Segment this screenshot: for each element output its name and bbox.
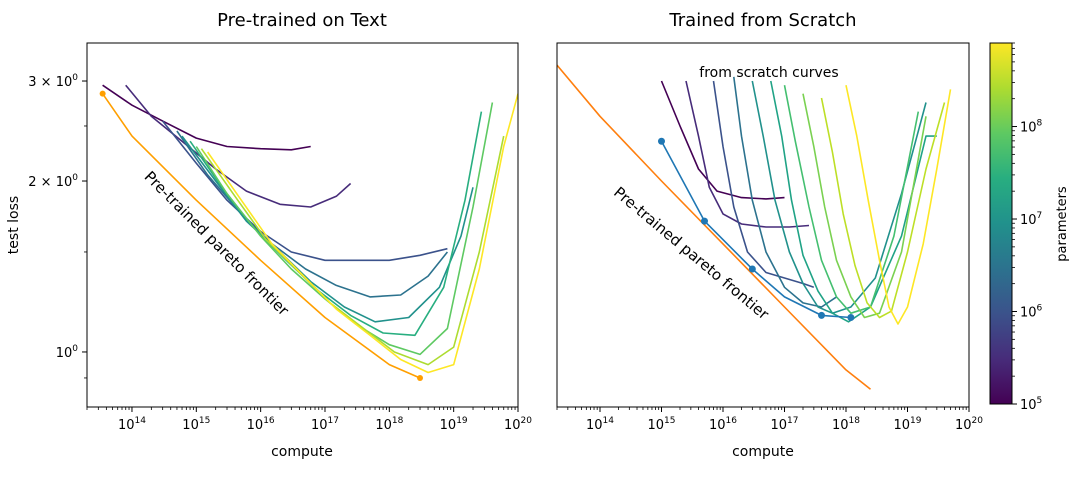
colorbar-label: parameters — [1055, 186, 1070, 262]
left-series-line-7 — [200, 135, 505, 366]
right-scratch-frontier-point-0 — [657, 137, 665, 145]
left-x-ticks: 1014 1015 1016 1017 1018 1019 1020 — [86, 407, 532, 433]
right-series-line-4 — [751, 80, 927, 314]
right-x-tick-label-4: 1018 — [832, 416, 860, 433]
colorbar-gradient — [990, 43, 1012, 404]
right-pareto-frontier-line — [557, 64, 871, 390]
right-series-line-0 — [660, 80, 785, 200]
right-series-line-8 — [820, 97, 946, 319]
left-frontier-start-dot — [99, 90, 106, 97]
left-x-tick-label-1: 1015 — [182, 416, 210, 433]
left-x-tick-label-3: 1017 — [311, 416, 339, 433]
left-series-line-8 — [206, 93, 518, 374]
left-y-tick-label-0: 3 × 100 — [28, 73, 78, 90]
right-plot-area — [557, 64, 952, 390]
left-axes-frame — [86, 42, 519, 408]
colorbar-tick-label-2: 107 — [1020, 211, 1042, 228]
colorbar-tick-label-0: 105 — [1020, 396, 1042, 413]
left-x-tick-label-0: 1014 — [118, 416, 146, 433]
right-panel: Trained from Scratch compute 1014 1015 101… — [556, 10, 983, 460]
right-series-line-3 — [733, 76, 837, 308]
left-pareto-frontier-line — [101, 93, 421, 379]
right-x-tick-label-2: 1016 — [709, 416, 737, 433]
left-x-tick-label-2: 1016 — [247, 416, 275, 433]
left-series-line-4 — [181, 135, 474, 323]
left-frontier-end-dot — [417, 374, 424, 381]
right-scratch-annotation: from scratch curves — [699, 65, 838, 81]
left-x-tick-label-5: 1019 — [440, 416, 468, 433]
left-series-line-2 — [162, 120, 448, 262]
left-series-line-3 — [176, 130, 449, 298]
colorbar-tick-label-3: 108 — [1020, 119, 1043, 136]
left-x-tick-label-4: 1018 — [375, 416, 403, 433]
right-x-ticks: 1014 1015 1016 1017 1018 1019 1020 — [556, 407, 983, 433]
right-series-line-7 — [802, 93, 927, 319]
right-x-tick-label-0: 1014 — [586, 416, 614, 433]
left-plot-area — [99, 84, 518, 381]
left-y-tick-label-1: 2 × 100 — [28, 173, 78, 190]
right-series-line-5 — [770, 80, 937, 323]
right-x-tick-label-3: 1017 — [770, 416, 798, 433]
right-series-line-6 — [783, 85, 920, 314]
right-x-label: compute — [732, 444, 794, 460]
right-scratch-frontier-point-3 — [818, 311, 826, 319]
left-series-line-0 — [102, 84, 311, 151]
right-axes-frame — [556, 42, 970, 408]
left-panel: Pre-trained on Text compute test loss 10… — [6, 10, 532, 460]
right-x-tick-label-6: 1020 — [955, 416, 983, 433]
right-scratch-frontier-point-4 — [847, 313, 855, 321]
left-x-tick-label-6: 1020 — [504, 416, 532, 433]
colorbar: 105 106 107 108 parameters — [989, 42, 1070, 413]
right-scratch-frontier-line — [660, 140, 851, 319]
left-title: Pre-trained on Text — [217, 10, 387, 31]
colorbar-ticks: 105 106 107 108 — [1012, 42, 1043, 413]
right-scratch-frontier-point-2 — [748, 265, 756, 273]
left-series-line-5 — [189, 111, 483, 337]
left-y-label: test loss — [6, 196, 22, 254]
right-series-line-2 — [712, 80, 815, 289]
left-x-label: compute — [271, 444, 333, 460]
left-y-ticks: 3 × 100 2 × 100 100 — [28, 73, 87, 379]
right-x-tick-label-1: 1015 — [647, 416, 675, 433]
colorbar-tick-label-1: 106 — [1020, 304, 1043, 321]
right-x-tick-label-5: 1019 — [893, 416, 921, 433]
right-title: Trained from Scratch — [668, 10, 856, 31]
right-series-line-9 — [845, 85, 952, 325]
right-series-line-1 — [685, 80, 810, 228]
left-y-tick-label-2: 100 — [56, 344, 79, 361]
left-series-line-1 — [125, 84, 352, 208]
right-scratch-frontier-point-1 — [700, 217, 708, 225]
left-series-line-6 — [195, 102, 494, 356]
